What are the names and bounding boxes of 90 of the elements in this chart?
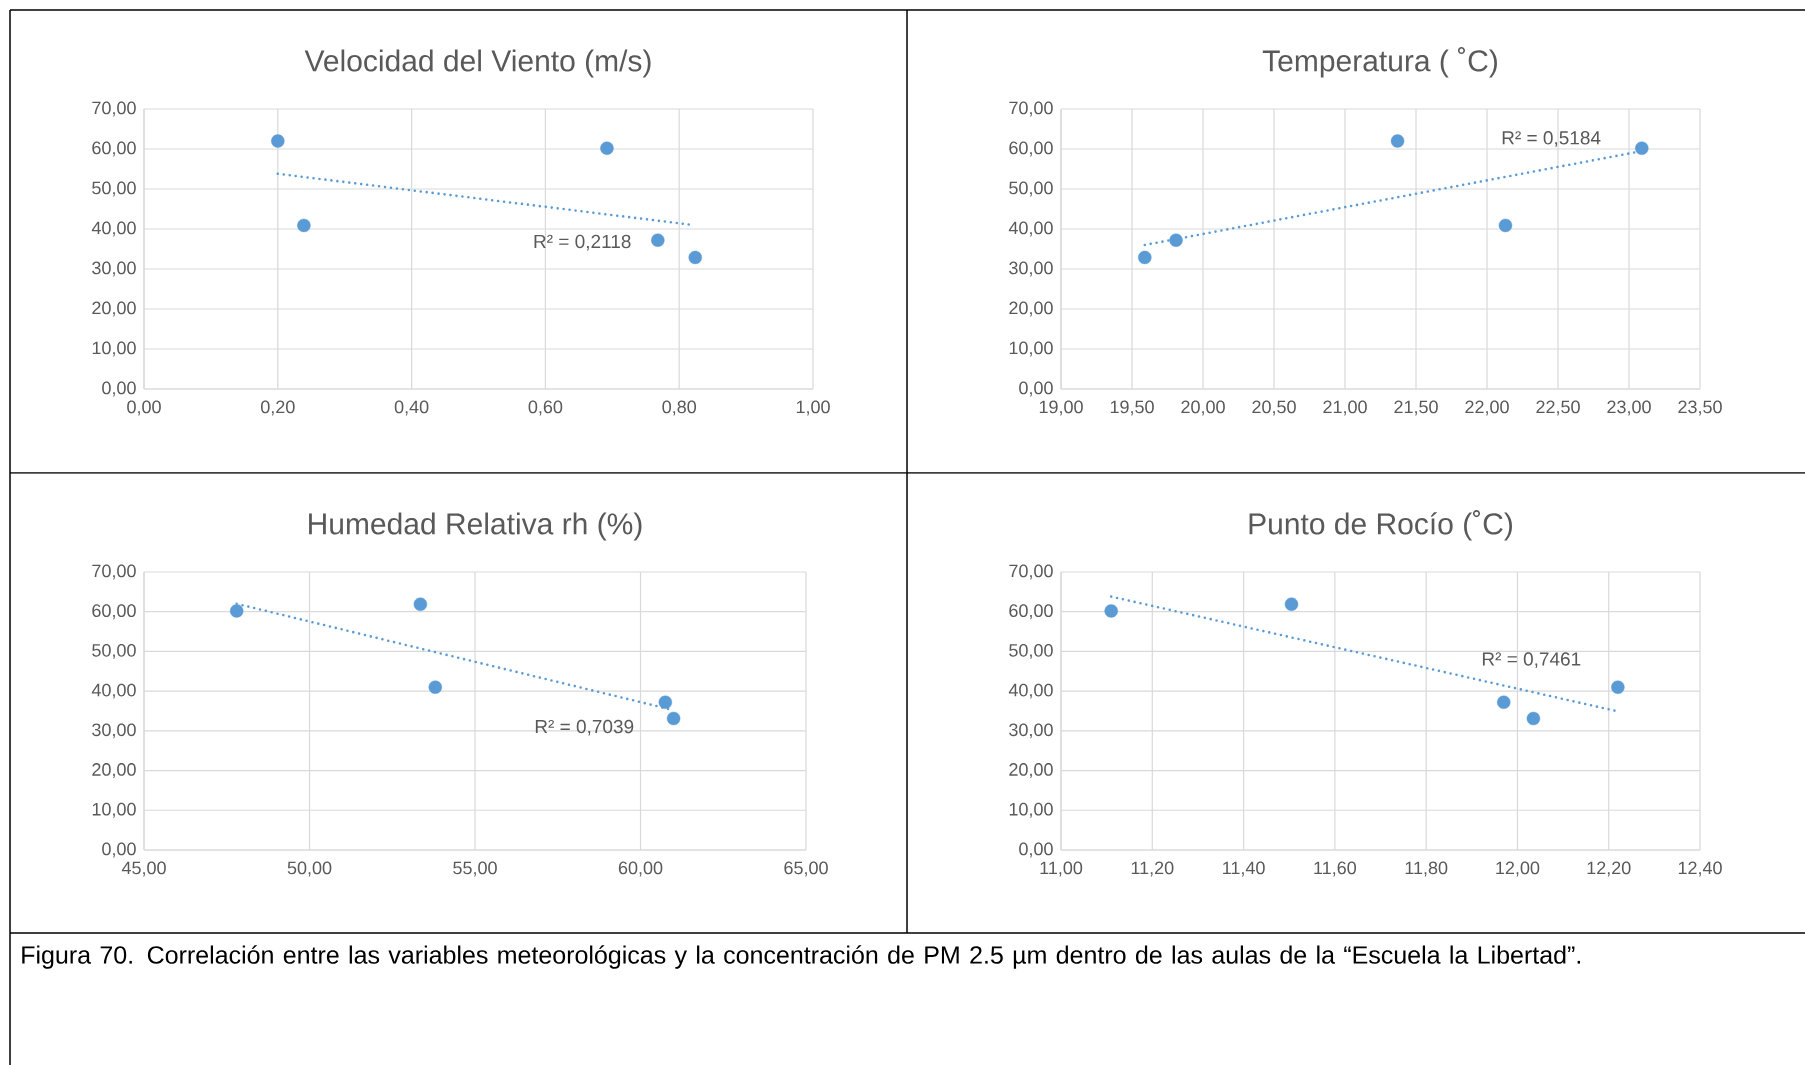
chart-title: Punto de Rocío (˚C) [1249,510,1512,541]
point [297,218,311,233]
x-tick-label: 60,00 [618,861,663,877]
point [1497,695,1511,709]
x-tick-label: 0,40 [394,400,429,416]
x-tick-label: 65,00 [784,861,828,877]
point [413,597,428,611]
y-tick-label: 40,00 [91,221,136,237]
point [658,695,673,709]
x-tick-label: 11,80 [1405,861,1448,877]
x-tick-label: 0,00 [127,400,161,416]
chart-title: Humedad Relativa rh (%) [309,512,642,541]
x-tick-label: 11,20 [1131,861,1174,877]
x-tick-label: 12,20 [1587,861,1631,877]
x-tick-label: 11,00 [1040,861,1083,877]
x-tick-label: 0,80 [662,400,697,416]
x-tick-label: 0,60 [528,400,563,416]
y-tick-label: 50,00 [1009,181,1053,197]
point [1169,233,1183,247]
point [1526,711,1541,726]
y-tick-label: 0,00 [1019,842,1053,858]
y-tick-label: 70,00 [1009,564,1053,580]
y-tick-label: 70,00 [92,101,136,117]
x-tick-label: 21,00 [1323,400,1367,416]
y-tick-label: 70,00 [1009,101,1053,117]
point [651,233,665,247]
y-tick-label: 0,00 [1019,381,1053,397]
chart-title: Velocidad del Viento (m/s) [304,49,651,78]
point [271,134,285,148]
y-tick-label: 60,00 [1009,141,1053,157]
point [1635,141,1649,155]
annotation: R² = 0,5184 [1502,131,1601,147]
text: Figura 70. Correlación entre las variables meteorológicas y la concentración de PM 2.5 µm dentro de las aulas de la “Escuela la Libertad”. [22,945,1580,969]
point [666,711,681,726]
annotation: R² = 0,7461 [1482,652,1581,668]
x-tick-label: 0,20 [261,400,295,416]
y-tick-label: 20,00 [92,301,136,317]
x-tick-label: 55,00 [453,861,497,877]
x-tick-label: 11,60 [1314,861,1357,877]
y-tick-label: 40,00 [91,683,136,699]
x-tick-label: 20,50 [1252,400,1296,416]
point [1390,134,1405,148]
y-tick-label: 60,00 [92,604,136,620]
x-tick-label: 22,50 [1536,400,1580,416]
y-tick-label: 20,00 [1009,763,1053,778]
point [688,250,702,265]
y-tick-label: 30,00 [1009,261,1053,277]
annotation: R² = 0,2118 [534,234,631,251]
x-tick-label: 20,00 [1181,400,1225,416]
point [1138,250,1152,265]
y-tick-label: 0,00 [102,381,136,397]
point [1498,218,1513,233]
y-tick-label: 10,00 [1009,341,1053,357]
x-tick-label: 1,00 [796,400,830,416]
x-tick-label: 12,00 [1496,861,1540,877]
y-tick-label: 50,00 [92,643,136,659]
x-tick-label: 23,00 [1607,400,1651,416]
x-tick-label: 21,50 [1394,400,1438,416]
point [229,604,244,618]
y-tick-label: 0,00 [102,842,136,858]
y-tick-label: 20,00 [1009,301,1053,317]
point [1611,680,1625,694]
x-tick-label: 12,40 [1678,861,1722,877]
point [1104,604,1118,618]
y-tick-label: 30,00 [92,261,136,277]
y-tick-label: 10,00 [92,341,136,357]
chart-title: Temperatura ( ˚C) [1262,47,1497,78]
x-tick-label: 45,00 [121,861,166,877]
x-tick-label: 50,00 [287,861,332,877]
point [1284,597,1299,611]
y-tick-label: 20,00 [92,763,136,778]
annotation: R² = 0,7039 [535,719,634,736]
x-tick-label: 19,00 [1039,400,1083,416]
y-tick-label: 70,00 [92,564,136,580]
y-tick-label: 50,00 [92,181,136,197]
y-tick-label: 40,00 [1008,221,1053,237]
y-tick-label: 60,00 [1009,604,1053,620]
y-tick-label: 10,00 [92,802,136,818]
x-tick-label: 23,50 [1678,400,1722,416]
y-tick-label: 50,00 [1009,643,1053,659]
y-tick-label: 60,00 [92,141,136,157]
y-tick-label: 30,00 [92,723,136,739]
point [428,680,442,694]
point [600,141,614,155]
y-tick-label: 30,00 [1009,723,1053,739]
y-tick-label: 40,00 [1008,683,1053,699]
x-tick-label: 19,50 [1110,400,1154,416]
y-tick-label: 10,00 [1009,802,1053,818]
x-tick-label: 22,00 [1465,400,1509,416]
x-tick-label: 11,40 [1223,861,1265,877]
